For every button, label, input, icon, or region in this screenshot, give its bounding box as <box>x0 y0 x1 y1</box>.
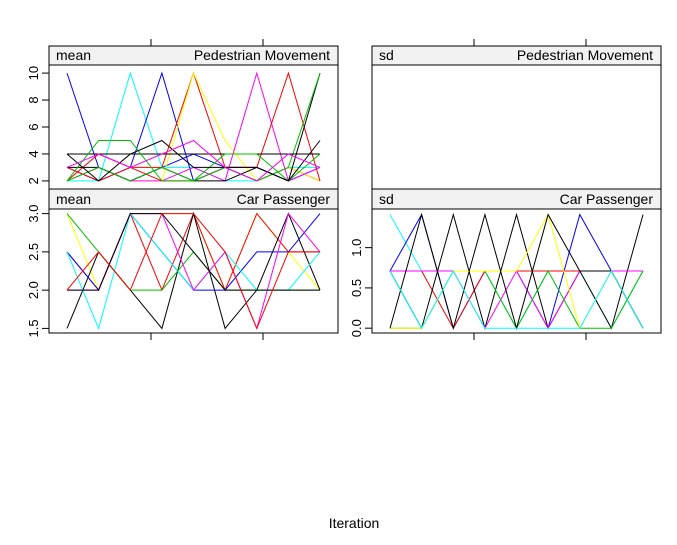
y-tick-label-2: 6 <box>26 123 41 130</box>
panel-border <box>371 208 662 334</box>
strip-stat-label: sd <box>379 191 394 207</box>
series-group <box>389 212 644 331</box>
series-line-0 <box>66 72 321 182</box>
series-line-4 <box>66 212 321 330</box>
series-line-2 <box>390 270 644 330</box>
series-line-8 <box>66 213 320 330</box>
series-line-11 <box>66 139 321 182</box>
y-tick-label-1: 0.5 <box>349 279 364 297</box>
series-line-3 <box>389 212 644 331</box>
series-line-6 <box>66 71 321 182</box>
strip-title: Car Passenger <box>560 191 654 207</box>
y-tick-label-3: 8 <box>26 96 41 103</box>
panels: mean Pedestrian Movement 2 4 6 8 10 sd Pedestria… <box>26 39 662 340</box>
panel-3: sd Car Passenger 0.0 0.5 1.0 <box>349 188 662 340</box>
x-axis-label: Iteration <box>329 515 380 531</box>
strip-title: Pedestrian Movement <box>194 47 330 63</box>
series-line-8 <box>389 269 644 330</box>
panel-2: mean Car Passenger 1.5 2.0 2.5 3.0 <box>26 188 339 340</box>
y-tick-label-0: 1.5 <box>26 319 41 337</box>
series-group <box>66 71 321 182</box>
y-tick-label-0: 2 <box>26 177 41 184</box>
series-line-2 <box>66 211 321 330</box>
series-line-12 <box>66 139 321 182</box>
y-tick-label-2: 1.0 <box>349 239 364 257</box>
series-line-5 <box>66 71 321 182</box>
series-line-4 <box>390 269 643 330</box>
y-tick-label-3: 3.0 <box>26 205 41 223</box>
panel-border <box>48 208 339 334</box>
series-line-3 <box>66 71 321 182</box>
series-line-5 <box>390 269 644 330</box>
strip-stat-label: mean <box>56 191 91 207</box>
y-tick-label-4: 10 <box>26 66 41 80</box>
series-line-10 <box>66 140 321 182</box>
series-line-6 <box>67 212 321 330</box>
strip-title: Car Passenger <box>237 191 331 207</box>
y-tick-label-2: 2.5 <box>26 243 41 261</box>
strip-stat-label: sd <box>379 47 394 63</box>
panel-0: mean Pedestrian Movement 2 4 6 8 10 <box>26 39 339 190</box>
series-line-7 <box>67 72 321 182</box>
panel-border <box>371 64 662 190</box>
strip-stat-label: mean <box>56 47 91 63</box>
panel-1: sd Pedestrian Movement <box>371 39 662 190</box>
y-tick-label-0: 0.0 <box>349 319 364 337</box>
series-line-1 <box>67 71 320 182</box>
y-tick-label-1: 2.0 <box>26 281 41 299</box>
series-line-8 <box>66 72 321 182</box>
series-group <box>66 211 321 330</box>
y-tick-label-1: 4 <box>26 150 41 157</box>
series-line-4 <box>66 71 321 182</box>
strip-title: Pedestrian Movement <box>517 47 653 63</box>
series-line-2 <box>66 71 321 182</box>
